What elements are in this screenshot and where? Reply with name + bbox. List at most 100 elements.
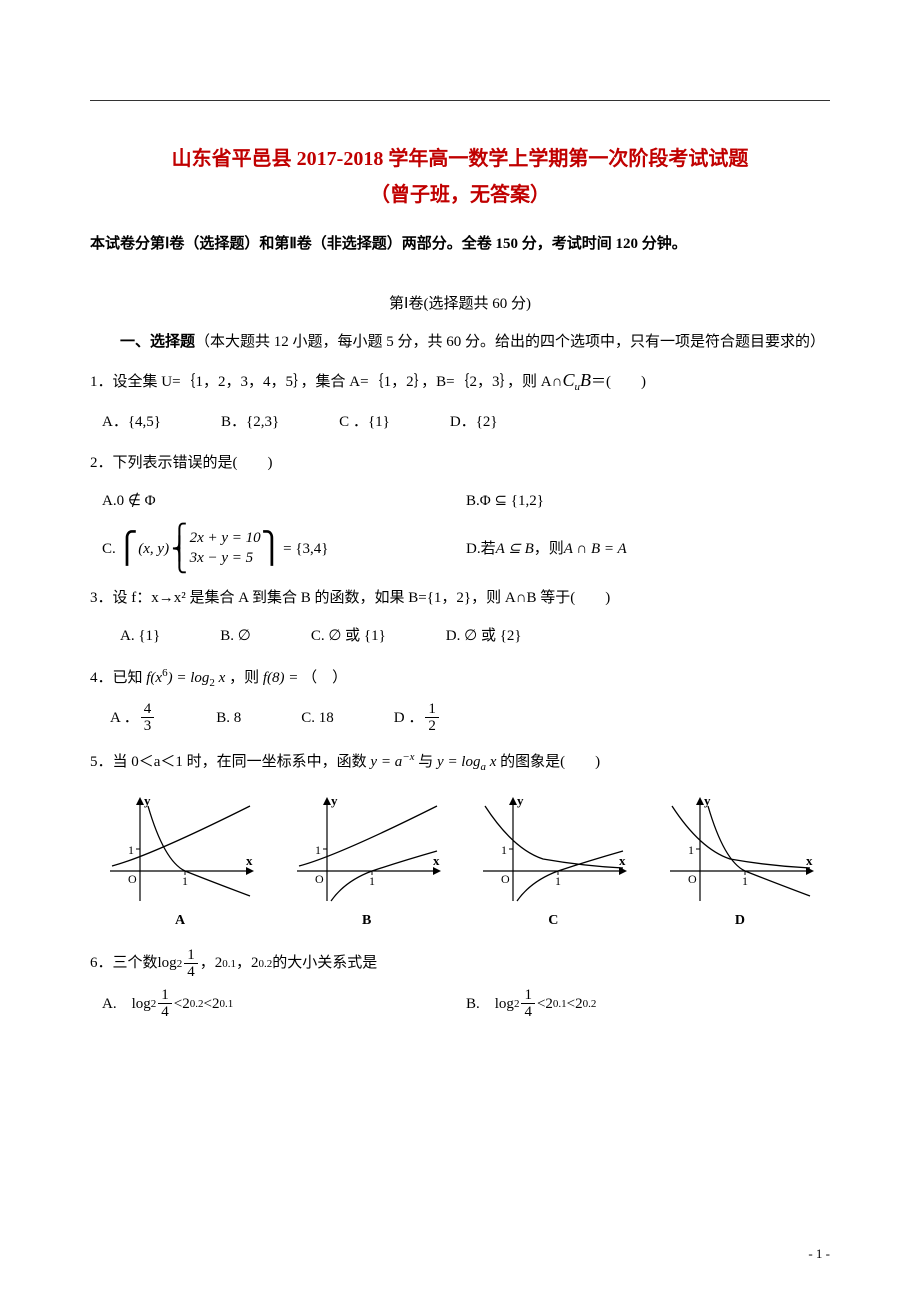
svg-text:O: O <box>688 872 697 886</box>
svg-text:y: y <box>517 793 524 808</box>
q2d-m1: A ⊆ B <box>496 534 534 564</box>
q6-frac: 14 <box>184 947 198 981</box>
graph-a-svg: y x O 1 1 <box>100 791 260 911</box>
svg-text:O: O <box>315 872 324 886</box>
q1-cu-b: B <box>580 370 591 390</box>
q4a-label: A ． <box>110 703 139 733</box>
q4-close: ) = log <box>168 670 210 686</box>
q4-mid: ，则 <box>225 670 263 686</box>
q4d-num: 1 <box>425 701 439 719</box>
question-3: 3．设 f：x→x² 是集合 A 到集合 B 的函数，如果 B={1，2}，则 … <box>90 582 830 615</box>
svg-text:y: y <box>704 793 711 808</box>
q6-two-1: 2 <box>215 947 223 980</box>
q6b-two2: 2 <box>575 989 583 1019</box>
graph-a: y x O 1 1 A <box>100 791 260 929</box>
title-line-1: 山东省平邑县 2017-2018 学年高一数学上学期第一次阶段考试试题 <box>90 141 830 177</box>
q4-f: f(x <box>146 670 162 686</box>
q6b-e02: 0.2 <box>583 993 597 1015</box>
graph-b-svg: y x O 1 1 <box>287 791 447 911</box>
q6-logbase: 2 <box>177 952 183 976</box>
q2c-eq: = {3,4} <box>283 534 328 564</box>
svg-text:1: 1 <box>555 874 561 888</box>
q5-y1: y = a <box>370 754 402 770</box>
q6a-two1: 2 <box>182 989 190 1019</box>
q6-two-2: 2 <box>251 947 259 980</box>
q6b-logbase: 2 <box>514 993 520 1015</box>
question-4: 4．已知 f(x6) = log2 x ，则 f(8) = （ ） <box>90 661 830 695</box>
brace-close-icon: ⎫ <box>261 534 284 564</box>
q6a-num: 1 <box>158 987 172 1005</box>
q2a-val: 0 ∉ Φ <box>117 486 156 516</box>
q6-e01: 0.1 <box>222 952 236 976</box>
q6-den: 4 <box>184 964 198 981</box>
svg-text:x: x <box>433 853 440 868</box>
q6-c2: ， <box>236 947 251 980</box>
graph-d-svg: y x O 1 1 <box>660 791 820 911</box>
q6b-lt2: < <box>567 989 575 1019</box>
q5-y2: y = log <box>437 754 480 770</box>
q1a-label: A． <box>102 407 128 437</box>
q6-options: A. log2 14 < 20.2 < 20.1 B. log2 14 < 20… <box>90 987 830 1021</box>
q6a-logbase: 2 <box>151 993 157 1015</box>
page-number: - 1 - <box>808 1246 830 1262</box>
q2c-sys2: 3x − y = 5 <box>190 549 261 569</box>
q6-c1: ， <box>200 947 215 980</box>
q1b-val: {2,3} <box>246 407 279 437</box>
q6b-label: B. <box>466 989 495 1019</box>
q2d-label: D. <box>466 534 481 564</box>
q6b-frac: 14 <box>521 987 535 1021</box>
q2-opt-c: C. ⎧ . (x, y) . ⎧⎨⎩ 2x + y = 10 3x − y =… <box>102 522 466 576</box>
q4-options: A ． 43 B. 8 C. 18 D ． 12 <box>90 701 830 735</box>
q2d-end: A ∩ B = A <box>564 534 627 564</box>
q6-pre: 6．三个数 <box>90 947 158 980</box>
q3-opt-c: C. ∅ 或 {1} <box>311 621 386 651</box>
q2d-m2: ，则 <box>534 534 564 564</box>
q4d-frac: 12 <box>425 701 439 735</box>
svg-text:x: x <box>246 853 253 868</box>
q2-opt-d: D. 若 A ⊆ B，则 A ∩ B = A <box>466 534 830 564</box>
q1-opt-c: C ．{1} <box>339 407 390 437</box>
q6a-lt2: < <box>203 989 211 1019</box>
q6b-den: 4 <box>521 1004 535 1021</box>
q6a-log: log <box>132 989 151 1019</box>
q6-opt-b: B. log2 14 < 20.1 < 20.2 <box>466 987 830 1021</box>
svg-text:O: O <box>128 872 137 886</box>
q1c-label: C ． <box>339 407 368 437</box>
q6a-e02: 0.2 <box>190 993 204 1015</box>
svg-text:x: x <box>619 853 626 868</box>
question-6: 6．三个数 log2 14 ， 20.1 ， 20.2 的大小关系式是 <box>90 947 830 981</box>
question-1: 1．设全集 U=｛1，2，3，4，5｝，集合 A=｛1，2｝，B=｛2，3｝，则… <box>90 361 830 401</box>
q2-opt-a: A. 0 ∉ Φ <box>102 486 466 516</box>
q3-opt-a: A. {1} <box>120 621 160 651</box>
q2b-label: B. <box>466 486 480 516</box>
q1-stem-prefix: 1．设全集 U=｛1，2，3，4，5｝，集合 A=｛1，2｝，B=｛2，3｝，则… <box>90 374 562 390</box>
q1-stem-suffix: ＝( ) <box>591 374 646 390</box>
q4a-frac: 43 <box>141 701 155 735</box>
svg-text:1: 1 <box>742 874 748 888</box>
question-5: 5．当 0＜a＜1 时，在同一坐标系中，函数 y = a−x 与 y = log… <box>90 745 830 779</box>
svg-text:x: x <box>806 853 813 868</box>
q1-cu-c: C <box>562 370 574 390</box>
q4d-label: D ． <box>394 703 424 733</box>
svg-text:1: 1 <box>182 874 188 888</box>
graph-b: y x O 1 1 B <box>287 791 447 929</box>
q4-opt-a: A ． 43 <box>110 701 156 735</box>
q4-f8: f(8) = <box>263 670 299 686</box>
q6a-two2: 2 <box>212 989 220 1019</box>
q1-opt-a: A．{4,5} <box>102 407 161 437</box>
q1-options: A．{4,5} B．{2,3} C ．{1} D．{2} <box>90 407 830 437</box>
graph-c-svg: y x O 1 1 <box>473 791 633 911</box>
q5-y2x: x <box>486 754 496 770</box>
q1b-label: B． <box>221 407 246 437</box>
q6-suf: 的大小关系式是 <box>272 947 377 980</box>
q6a-den: 4 <box>158 1004 172 1021</box>
q2-opt-b: B. Φ ⊆ {1,2} <box>466 486 830 516</box>
q2d-pre: 若 <box>481 534 496 564</box>
svg-text:1: 1 <box>501 843 507 857</box>
q4a-den: 3 <box>141 718 155 735</box>
mcq-intro: 一、选择题（本大题共 12 小题，每小题 5 分，共 60 分。给出的四个选项中… <box>90 327 830 357</box>
q2c-label: C. <box>102 534 116 564</box>
mcq-intro-prefix: 一、选择题 <box>120 334 195 350</box>
brace-open-icon: ⎧ <box>116 534 139 564</box>
q4a-num: 4 <box>141 701 155 719</box>
